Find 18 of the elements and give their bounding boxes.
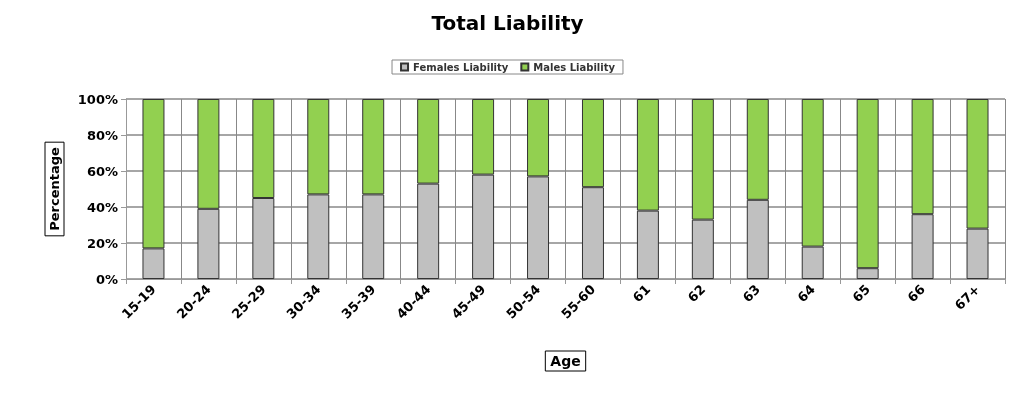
- y-tick-label: 0%: [95, 271, 118, 287]
- x-tick-label: 62: [684, 281, 709, 306]
- legend-label: Males Liability: [533, 61, 616, 73]
- y-tick-label: 40%: [86, 199, 118, 215]
- x-tick-label: 66: [904, 281, 928, 306]
- x-tick-label: 65: [849, 281, 873, 306]
- chart-title: Total Liability: [431, 11, 584, 35]
- y-tick-label: 20%: [86, 235, 118, 251]
- x-tick-label: 64: [794, 281, 819, 306]
- x-tick-label: 67+: [951, 281, 983, 313]
- y-tick-label: 80%: [86, 127, 118, 143]
- y-tick-label: 100%: [77, 91, 118, 107]
- x-axis-title: Age: [550, 353, 581, 369]
- y-axis-title: Percentage: [47, 147, 62, 231]
- y-tick-label: 60%: [86, 163, 118, 179]
- legend-label: Females Liability: [413, 61, 509, 73]
- x-tick-label: 61: [629, 281, 654, 306]
- x-tick-label: 63: [739, 281, 764, 306]
